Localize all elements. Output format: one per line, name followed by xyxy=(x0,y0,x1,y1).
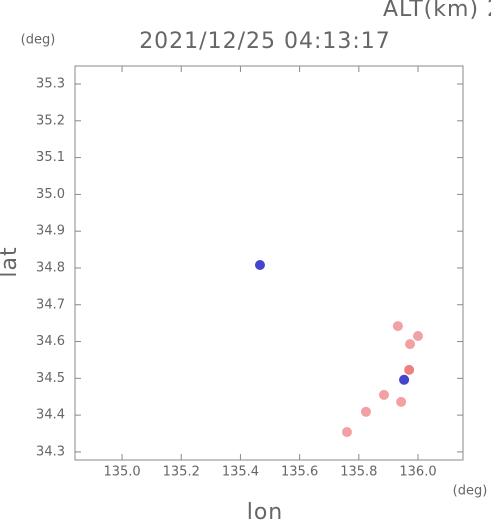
y-tick-label: 34.7 xyxy=(36,297,65,312)
y-axis-label: lat xyxy=(0,246,22,277)
altitude-label: ALT(km) 2.0 xyxy=(383,0,491,22)
y-tick-label: 34.5 xyxy=(36,371,65,386)
echo-point xyxy=(392,321,403,332)
y-tick-label: 35.1 xyxy=(36,150,65,165)
y-tick-label: 34.3 xyxy=(36,444,65,459)
y-tick-label: 34.9 xyxy=(36,224,65,239)
x-tick-label: 135.2 xyxy=(163,465,200,480)
echo-point xyxy=(413,331,424,342)
y-unit: (deg) xyxy=(21,33,56,48)
echo-point xyxy=(360,406,371,417)
x-axis-label: lon xyxy=(247,500,284,521)
echo-point xyxy=(396,396,407,407)
y-tick-label: 35.2 xyxy=(36,113,65,128)
x-unit: (deg) xyxy=(453,484,488,499)
echo-point xyxy=(254,260,265,271)
echo-point xyxy=(341,427,352,438)
echo-point xyxy=(399,374,410,385)
echo-point xyxy=(404,364,415,375)
x-tick-label: 135.6 xyxy=(281,465,318,480)
echo-point xyxy=(378,389,389,400)
chart-title: 2021/12/25 04:13:17 xyxy=(139,29,391,54)
y-tick-label: 34.6 xyxy=(36,334,65,349)
x-tick-label: 136.0 xyxy=(399,465,436,480)
x-tick-label: 135.8 xyxy=(340,465,377,480)
y-tick-label: 34.4 xyxy=(36,408,65,423)
plot-frame xyxy=(74,65,464,461)
y-tick-label: 35.0 xyxy=(36,187,65,202)
x-tick-label: 135.0 xyxy=(103,465,140,480)
y-tick-label: 34.8 xyxy=(36,260,65,275)
echo-point xyxy=(405,339,416,350)
y-tick-label: 35.3 xyxy=(36,77,65,92)
x-tick-label: 135.4 xyxy=(222,465,259,480)
